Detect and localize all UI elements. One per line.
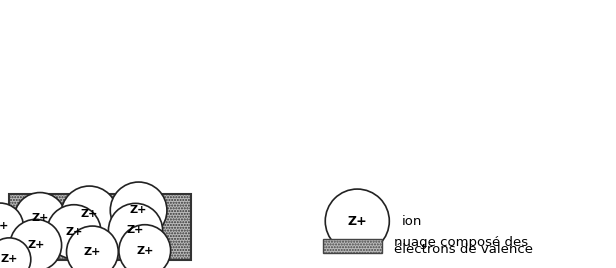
Circle shape <box>10 219 62 268</box>
Text: ion: ion <box>401 215 422 228</box>
Text: Z+: Z+ <box>136 245 153 256</box>
Text: Z+: Z+ <box>127 225 144 236</box>
Text: Z+: Z+ <box>84 247 101 257</box>
Text: Z+: Z+ <box>65 227 83 237</box>
Circle shape <box>47 205 101 259</box>
Circle shape <box>119 225 171 268</box>
Circle shape <box>67 226 118 268</box>
Text: Z+: Z+ <box>0 221 9 232</box>
Circle shape <box>110 182 167 239</box>
Circle shape <box>325 189 389 253</box>
Text: électrons de valence: électrons de valence <box>394 243 533 256</box>
Text: nuage composé des: nuage composé des <box>394 236 528 249</box>
Text: Z+: Z+ <box>31 213 49 224</box>
Text: Z+: Z+ <box>81 209 98 219</box>
Text: Z+: Z+ <box>347 215 367 228</box>
Bar <box>9 194 191 260</box>
Text: Z+: Z+ <box>1 254 18 265</box>
Circle shape <box>0 203 23 250</box>
Circle shape <box>0 238 31 268</box>
Bar <box>323 239 382 253</box>
Circle shape <box>108 203 163 258</box>
Circle shape <box>14 192 66 244</box>
Text: Z+: Z+ <box>130 205 147 215</box>
Text: Z+: Z+ <box>27 240 44 250</box>
Circle shape <box>61 186 118 243</box>
